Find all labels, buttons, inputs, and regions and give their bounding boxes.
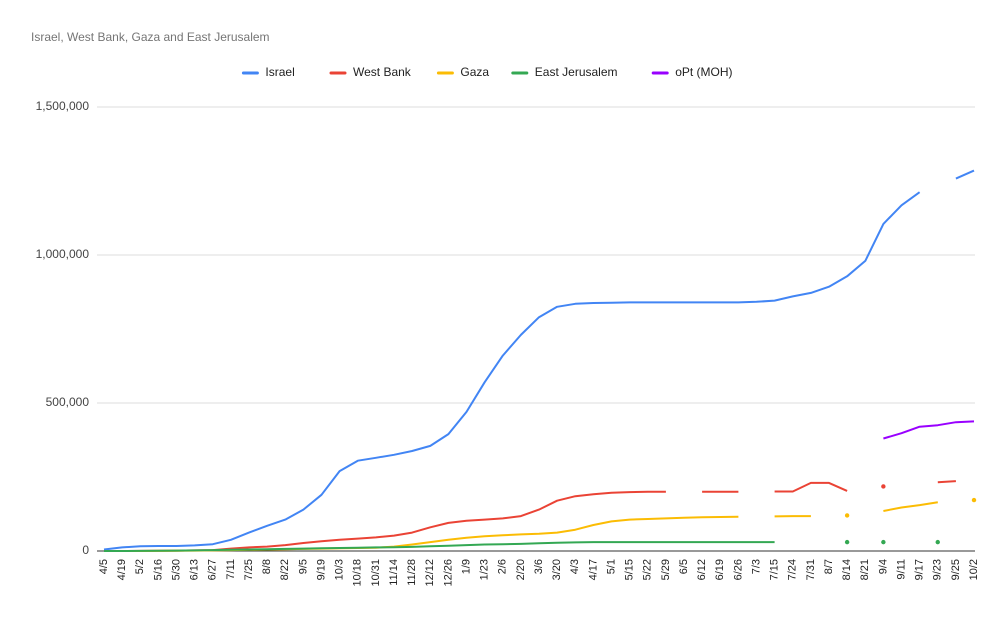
- x-tick-label: 10/2: [968, 559, 980, 580]
- x-tick-label: 3/20: [551, 559, 563, 580]
- data-point: [936, 540, 940, 544]
- x-tick-label: 9/19: [315, 559, 327, 580]
- x-tick-label: 9/17: [914, 559, 926, 580]
- x-tick-label: 5/30: [170, 559, 182, 580]
- x-tick-label: 6/13: [189, 559, 201, 580]
- x-tick-label: 4/17: [587, 559, 599, 580]
- x-tick-label: 7/25: [243, 559, 255, 580]
- x-tick-label: 7/3: [750, 559, 762, 574]
- x-tick-label: 12/26: [442, 559, 454, 587]
- x-tick-label: 5/22: [642, 559, 654, 580]
- x-tick-label: 9/5: [297, 559, 309, 574]
- y-tick-label: 1,500,000: [36, 99, 90, 113]
- chart-title: Israel, West Bank, Gaza and East Jerusal…: [31, 30, 270, 44]
- legend-label: oPt (MOH): [675, 65, 732, 79]
- y-tick-label: 500,000: [46, 395, 90, 409]
- x-tick-label: 7/15: [769, 559, 781, 580]
- x-tick-label: 11/14: [388, 559, 400, 586]
- data-point: [881, 484, 885, 488]
- x-tick-label: 6/12: [696, 559, 708, 580]
- x-tick-label: 5/16: [152, 559, 164, 580]
- x-tick-label: 10/3: [334, 559, 346, 580]
- data-point: [972, 498, 976, 502]
- x-tick-label: 4/5: [98, 559, 110, 574]
- x-tick-label: 4/3: [569, 559, 581, 574]
- x-tick-label: 6/5: [678, 559, 690, 574]
- legend-label: Gaza: [460, 65, 489, 79]
- x-tick-label: 10/18: [352, 559, 364, 587]
- x-tick-label: 8/14: [841, 559, 853, 580]
- x-tick-label: 10/31: [370, 559, 382, 587]
- x-tick-label: 7/31: [805, 559, 817, 580]
- x-tick-label: 6/19: [714, 559, 726, 580]
- x-tick-label: 7/11: [225, 559, 237, 580]
- x-tick-label: 5/15: [624, 559, 636, 580]
- y-tick-label: 1,000,000: [36, 247, 90, 261]
- legend-label: Israel: [265, 65, 294, 79]
- x-tick-label: 8/8: [261, 559, 273, 574]
- x-tick-label: 5/1: [605, 559, 617, 574]
- x-tick-label: 12/12: [424, 559, 436, 587]
- x-tick-label: 1/23: [479, 559, 491, 580]
- x-tick-label: 8/22: [279, 559, 291, 580]
- x-tick-label: 5/2: [134, 559, 146, 574]
- data-point: [845, 540, 849, 544]
- x-tick-label: 3/6: [533, 559, 545, 574]
- x-tick-label: 5/29: [660, 559, 672, 580]
- legend-label: East Jerusalem: [535, 65, 618, 79]
- x-tick-label: 9/23: [932, 559, 944, 580]
- y-tick-label: 0: [82, 543, 89, 557]
- legend-label: West Bank: [353, 65, 412, 79]
- x-tick-label: 2/20: [515, 559, 527, 580]
- x-tick-label: 11/28: [406, 559, 418, 586]
- x-tick-label: 2/6: [497, 559, 509, 574]
- x-tick-label: 7/24: [787, 559, 799, 580]
- x-tick-label: 1/9: [460, 559, 472, 574]
- data-point: [881, 540, 885, 544]
- x-tick-label: 6/27: [207, 559, 219, 580]
- series-line: [938, 481, 956, 482]
- x-tick-label: 8/21: [859, 559, 871, 580]
- data-point: [845, 513, 849, 517]
- x-tick-label: 6/26: [732, 559, 744, 580]
- x-tick-label: 9/11: [895, 559, 907, 580]
- x-tick-label: 8/7: [823, 559, 835, 574]
- x-tick-label: 9/25: [950, 559, 962, 580]
- x-tick-label: 9/4: [877, 559, 889, 574]
- x-tick-label: 4/19: [116, 559, 128, 580]
